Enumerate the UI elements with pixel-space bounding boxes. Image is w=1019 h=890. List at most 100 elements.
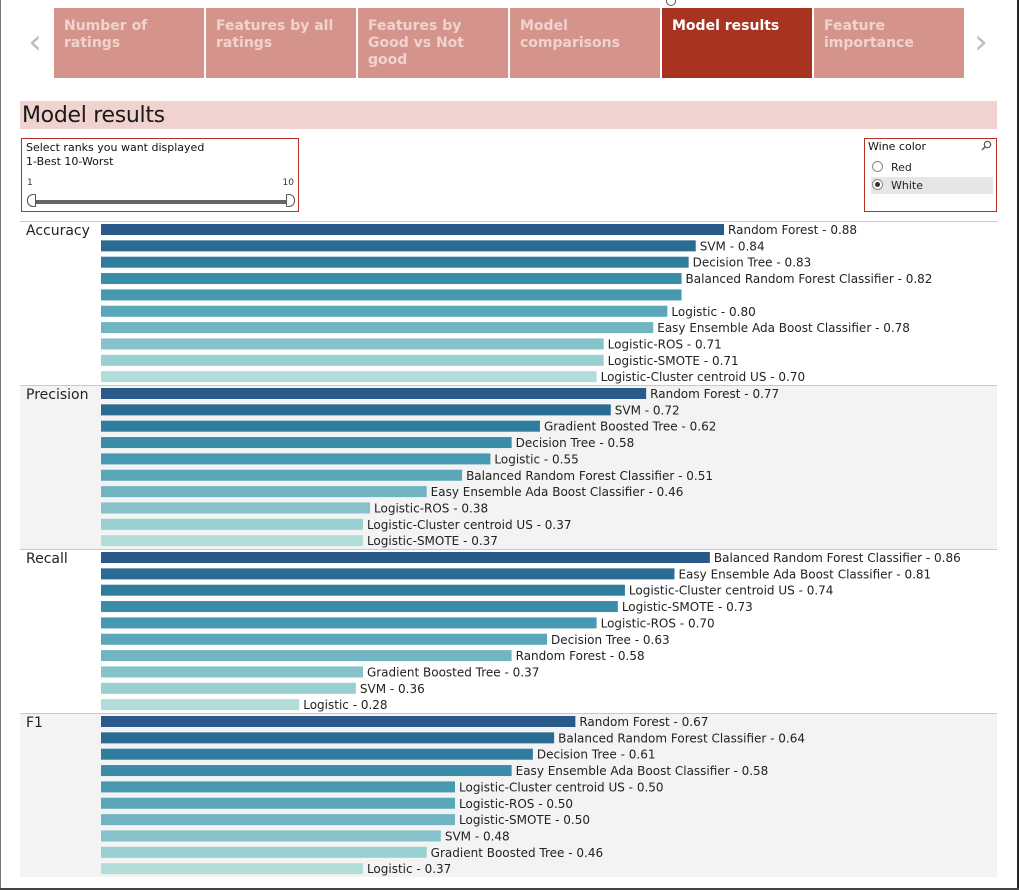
chart-title: F1 [26,715,43,731]
bar-10[interactable] [101,699,300,711]
bar-2[interactable] [101,240,696,252]
bar-8[interactable] [101,666,363,678]
bar-2[interactable] [101,404,611,416]
bar-label-1: Random Forest - 0.67 [579,715,708,729]
tab-model-results[interactable]: Model results [662,8,812,78]
bar-6[interactable] [101,305,668,317]
chevron-left-icon[interactable]: ‹ [28,22,42,62]
bar-7[interactable] [101,650,512,662]
tab-features-by-good-vs-not-good[interactable]: Features by Good vs Not good [358,8,508,78]
wine-option-red[interactable]: Red [871,159,993,176]
bar-10[interactable] [101,371,597,383]
bar-9[interactable] [101,846,427,858]
bar-label-2: SVM - 0.72 [615,403,680,417]
wine-option-white[interactable]: White [871,177,993,194]
bar-5[interactable] [101,289,682,301]
bar-5[interactable] [101,617,597,629]
chart-title: Precision [26,387,89,403]
page-title-band: Model results [20,101,997,129]
accuracy-chart: Accuracy Random Forest - 0.88 SVM - 0.84 D… [20,221,997,385]
wine-option-white-label: White [891,179,923,192]
bar-label-2: SVM - 0.84 [700,239,765,253]
precision-chart: Precision Random Forest - 0.77 SVM - 0.72… [20,385,997,549]
bar-9[interactable] [101,354,604,366]
bar-label-8: Logistic-ROS - 0.38 [374,501,488,515]
bar-label-5: Logistic-ROS - 0.70 [601,616,715,630]
bar-4[interactable] [101,273,682,285]
page-indicator-dot [666,0,676,6]
rank-range-slicer: Select ranks you want displayed 1-Best 1… [21,138,299,212]
bar-label-9: Logistic-SMOTE - 0.71 [608,354,739,368]
accuracy-bars: Random Forest - 0.88 SVM - 0.84 Decision T… [101,223,932,384]
bar-8[interactable] [101,502,371,514]
bar-2[interactable] [101,568,675,580]
bar-label-6: Logistic - 0.80 [671,305,755,319]
bar-5[interactable] [101,453,491,465]
radio-white[interactable] [872,179,883,190]
bar-label-9: Logistic-Cluster centroid US - 0.37 [367,518,572,532]
slicer-max-handle[interactable] [286,194,295,207]
bar-label-9: Gradient Boosted Tree - 0.46 [431,846,603,860]
bar-label-7: Easy Ensemble Ada Boost Classifier - 0.4… [431,485,684,499]
tab-features-by-all-ratings[interactable]: Features by all ratings [206,8,356,78]
bar-4[interactable] [101,765,512,777]
bar-3[interactable] [101,420,540,432]
bar-9[interactable] [101,518,363,530]
window-left-border [0,0,1,890]
bar-label-7: Random Forest - 0.58 [516,649,645,663]
tab-model-comparisons[interactable]: Model comparisons [510,8,660,78]
bar-6[interactable] [101,469,463,481]
bar-10[interactable] [101,863,363,875]
window-right-border [1017,0,1019,890]
precision-bars: Random Forest - 0.77 SVM - 0.72 Gradient B… [101,387,779,548]
bar-3[interactable] [101,584,625,596]
bar-6[interactable] [101,633,548,645]
bar-7[interactable] [101,814,455,826]
bar-7[interactable] [101,322,654,334]
bar-5[interactable] [101,781,455,793]
bar-7[interactable] [101,486,427,498]
bar-1[interactable] [101,716,576,727]
chevron-right-icon[interactable]: › [974,22,988,62]
wine-color-filter: Wine color Red White [864,138,997,212]
bar-1[interactable] [101,224,725,235]
bar-label-1: Random Forest - 0.77 [650,387,779,401]
bar-label-8: Logistic-ROS - 0.71 [608,337,722,351]
bar-label-7: Logistic-SMOTE - 0.50 [459,813,590,827]
bar-label-4: Decision Tree - 0.58 [516,436,635,450]
bar-label-7: Easy Ensemble Ada Boost Classifier - 0.7… [657,321,910,335]
wine-filter-title: Wine color [868,140,927,153]
bar-label-10: Logistic-Cluster centroid US - 0.70 [601,370,806,384]
bar-3[interactable] [101,256,689,268]
bar-label-2: Easy Ensemble Ada Boost Classifier - 0.8… [678,567,931,581]
slicer-max-label: 10 [282,178,294,188]
recall-chart: Recall Balanced Random Forest Classifier… [20,549,997,713]
search-icon[interactable] [981,140,992,154]
tab-feature-importance[interactable]: Feature importance [814,8,964,78]
radio-red[interactable] [872,161,883,172]
bar-8[interactable] [101,338,604,350]
recall-bars: Balanced Random Forest Classifier - 0.86… [101,551,961,712]
bar-4[interactable] [101,601,618,613]
bar-10[interactable] [101,535,363,547]
bar-label-3: Logistic-Cluster centroid US - 0.74 [629,584,834,598]
bar-4[interactable] [101,437,512,449]
slicer-track[interactable] [32,200,290,204]
bar-8[interactable] [101,830,441,842]
page-title: Model results [22,103,165,128]
bar-label-1: Random Forest - 0.88 [728,223,857,237]
tab-number-of-ratings[interactable]: Number of ratings [54,8,204,78]
bar-3[interactable] [101,748,533,760]
slicer-min-handle[interactable] [27,194,36,207]
f1-chart: F1 Random Forest - 0.67 Balanced Random F… [20,713,997,877]
bar-label-10: Logistic-SMOTE - 0.37 [367,534,498,548]
chart-title: Accuracy [26,223,90,239]
bar-6[interactable] [101,797,455,809]
bar-2[interactable] [101,732,555,744]
bar-1[interactable] [101,388,647,399]
bar-1[interactable] [101,552,710,563]
slicer-title: Select ranks you want displayed [26,141,205,154]
slicer-subtitle: 1-Best 10-Worst [26,155,114,168]
bar-9[interactable] [101,682,356,694]
bar-label-10: Logistic - 0.28 [303,698,387,712]
